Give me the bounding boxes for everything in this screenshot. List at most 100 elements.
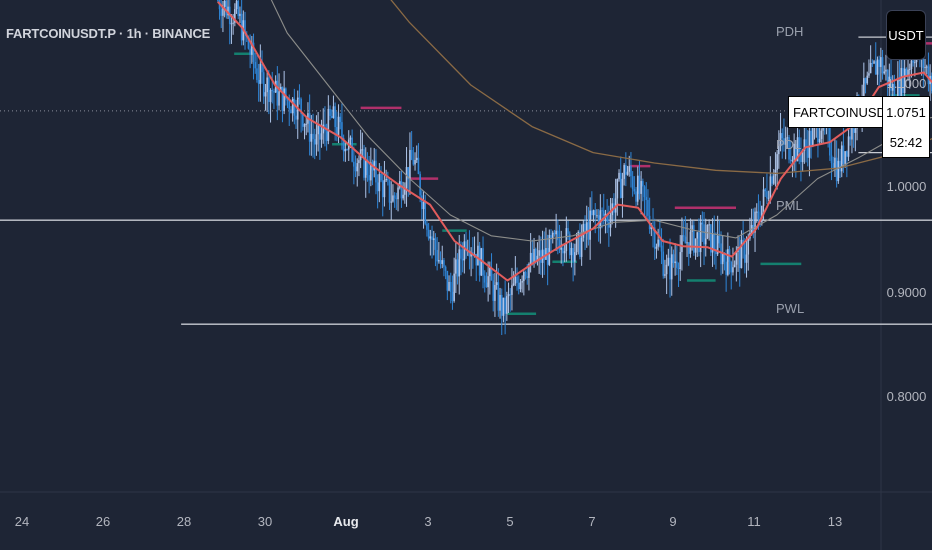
- candle-body: [320, 133, 323, 140]
- candle-body: [844, 151, 846, 164]
- candle-body: [489, 267, 491, 277]
- candle-body: [460, 249, 462, 259]
- candle-body: [509, 294, 512, 296]
- candle-body: [300, 99, 302, 115]
- candle-body: [869, 63, 872, 74]
- date-tick-label: 7: [588, 514, 596, 529]
- candle-body: [375, 160, 377, 183]
- candle-body: [891, 83, 894, 91]
- price-tick-label: 0.8000: [886, 389, 927, 404]
- candle-body: [873, 61, 875, 64]
- candle-body: [757, 211, 760, 220]
- candle-body: [426, 223, 428, 230]
- candle-body: [616, 179, 619, 199]
- candle-body: [516, 276, 518, 283]
- date-tick-label: 28: [176, 514, 192, 529]
- candle-body: [693, 225, 695, 253]
- candle-body: [315, 134, 318, 145]
- candle-body: [723, 253, 726, 262]
- candle-body: [914, 62, 916, 64]
- candle-body: [830, 155, 833, 164]
- candle-body: [871, 63, 874, 65]
- candle-body: [905, 68, 908, 76]
- candle-body: [521, 281, 523, 283]
- candle-body: [276, 80, 279, 106]
- candle-body: [669, 257, 671, 280]
- candle-body: [631, 176, 634, 189]
- candle-body: [866, 75, 869, 84]
- candle-body: [332, 106, 335, 118]
- candle-body: [393, 195, 396, 198]
- candle-body: [436, 249, 438, 262]
- candle-body: [485, 282, 488, 288]
- candle-body: [244, 20, 246, 34]
- candle-body: [344, 149, 347, 152]
- candle-body: [222, 6, 224, 16]
- candle-body: [523, 271, 525, 282]
- candle-body: [269, 90, 272, 102]
- candle-body: [388, 180, 391, 203]
- candle-body: [810, 130, 812, 146]
- candle-body: [545, 248, 547, 260]
- candle-body: [606, 213, 608, 222]
- candle-body: [818, 138, 821, 143]
- candle-body: [847, 136, 850, 157]
- candle-body: [230, 23, 233, 25]
- candle-body: [718, 235, 721, 244]
- candle-body: [410, 149, 413, 160]
- candle-body: [696, 232, 699, 239]
- candle-body: [563, 251, 566, 254]
- candle-body: [494, 285, 496, 301]
- candle-body: [551, 232, 554, 240]
- candle-body: [339, 116, 342, 123]
- candle-body: [317, 125, 319, 135]
- candle-body: [672, 254, 675, 264]
- candle-body: [725, 261, 727, 275]
- symbol-title[interactable]: FARTCOINUSDT.P · 1h · BINANCE: [6, 26, 211, 41]
- date-tick-label-month: Aug: [333, 514, 359, 529]
- date-tick-label: 26: [95, 514, 111, 529]
- candle-body: [638, 175, 641, 194]
- currency-button[interactable]: USDT: [886, 10, 926, 60]
- candle-body: [842, 145, 845, 164]
- candle-body: [694, 238, 697, 253]
- candle-body: [708, 224, 710, 226]
- candle-body: [346, 149, 348, 151]
- candle-body: [415, 157, 418, 160]
- candle-body: [706, 224, 709, 239]
- candle-body: [924, 67, 926, 69]
- candle-body: [885, 69, 887, 72]
- candle-body: [422, 202, 425, 210]
- candle-body: [922, 50, 925, 68]
- candle-body: [361, 149, 364, 151]
- candle-body: [555, 230, 557, 235]
- candle-body: [528, 264, 530, 278]
- candle-body: [786, 137, 789, 139]
- candle-body: [772, 175, 775, 184]
- candle-body: [908, 68, 911, 70]
- candle-body: [633, 188, 636, 192]
- ma-long-line: [390, 0, 932, 175]
- candle-body: [735, 251, 738, 265]
- level-label-pwl: PWL: [776, 301, 805, 316]
- candle-body: [368, 175, 370, 181]
- candle-body: [533, 249, 535, 263]
- candle-body: [740, 239, 743, 269]
- candle-body: [805, 139, 807, 146]
- candle-body: [526, 276, 529, 278]
- candle-body: [220, 9, 223, 16]
- candle-body: [625, 165, 627, 175]
- candle-body: [863, 78, 865, 105]
- candle-body: [834, 157, 836, 169]
- candle-body: [557, 230, 559, 241]
- candle-body: [259, 63, 262, 84]
- candle-body: [580, 237, 583, 257]
- candle-body: [237, 0, 240, 16]
- candle-body: [414, 159, 416, 165]
- candle-body: [268, 77, 270, 102]
- candle-body: [840, 145, 843, 172]
- candle-body: [793, 143, 795, 161]
- candle-body: [703, 224, 705, 245]
- candle-body: [383, 180, 386, 198]
